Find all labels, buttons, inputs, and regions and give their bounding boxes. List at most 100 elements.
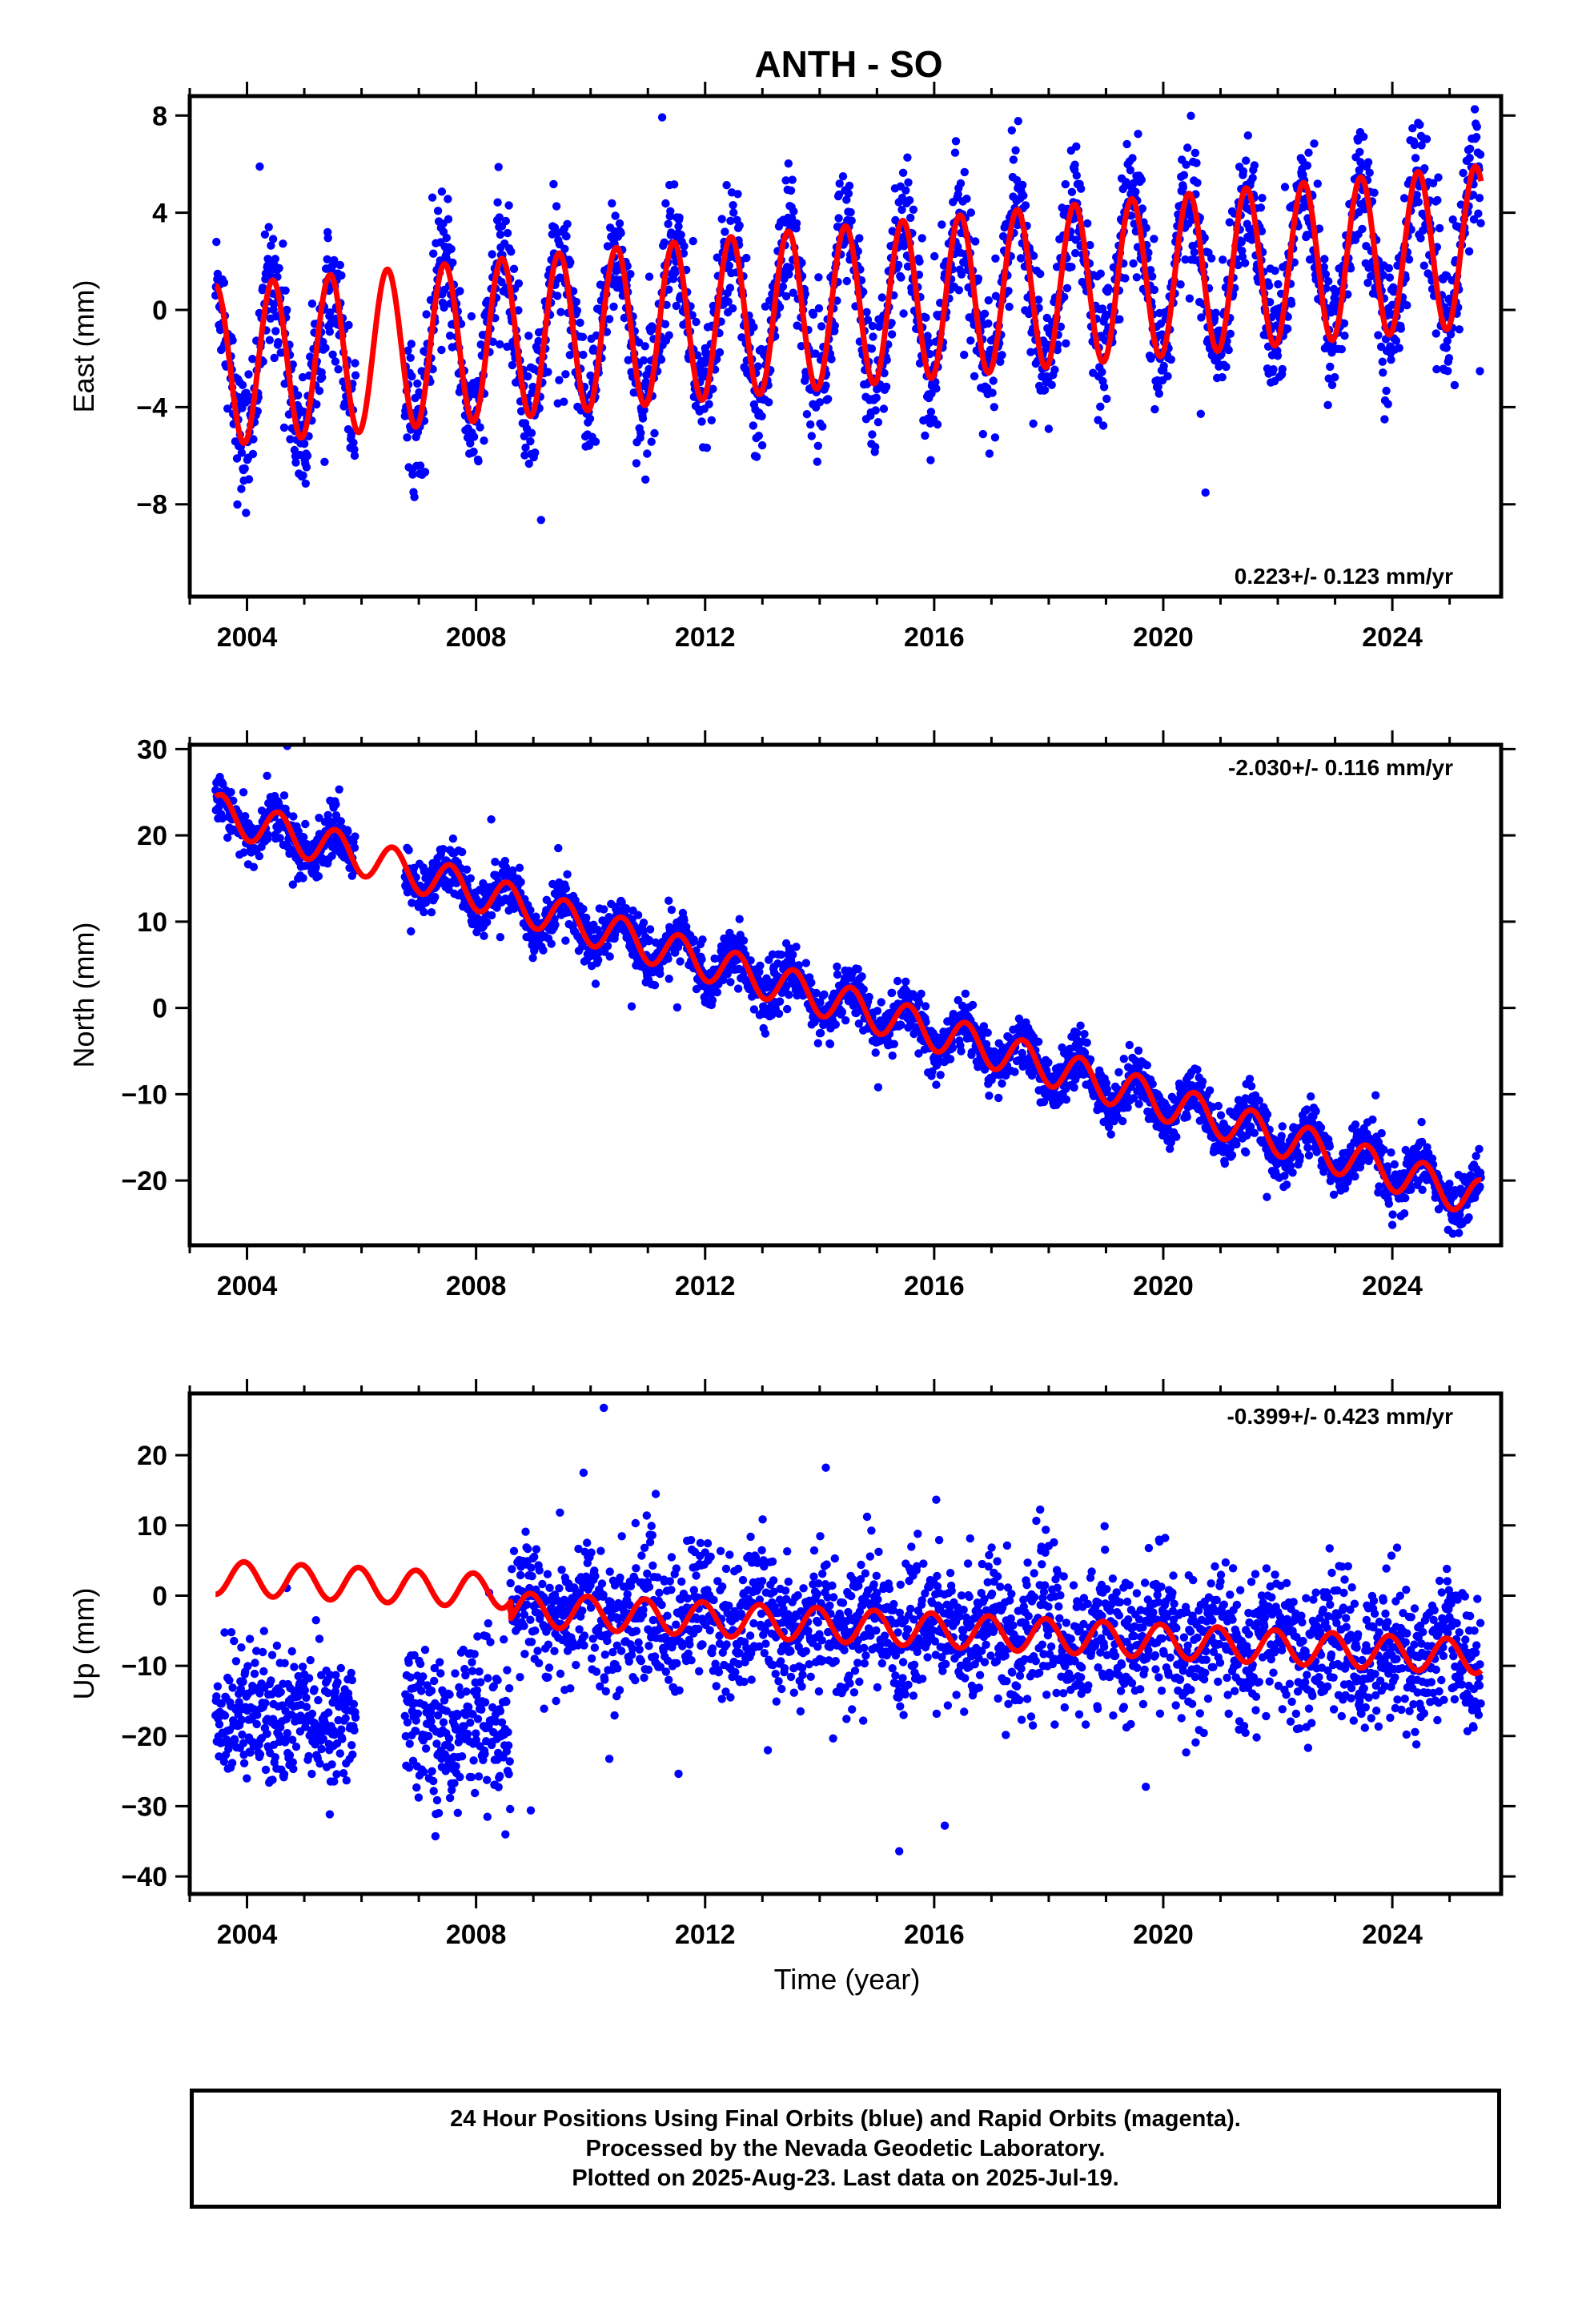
data-point-262: [323, 810, 332, 819]
data-point-529: [487, 911, 496, 920]
data-point-644: [536, 516, 545, 525]
data-point-2605: [1379, 271, 1388, 279]
data-point-1461: [887, 988, 897, 998]
data-point-212: [302, 463, 311, 472]
data-point-924: [656, 355, 666, 364]
data-point-343: [408, 372, 416, 381]
data-point-471: [462, 865, 472, 875]
data-point-876: [636, 428, 645, 437]
data-point-619: [526, 436, 535, 446]
data-point-137: [270, 353, 279, 363]
data-point-921: [656, 969, 665, 979]
data-point-1538: [921, 431, 930, 440]
data-point-28: [223, 404, 232, 413]
data-point-2349: [1269, 365, 1278, 374]
data-point-1695: [988, 388, 997, 397]
data-point-2035: [1134, 1046, 1143, 1055]
data-point-712: [566, 258, 575, 267]
data-point-530: [488, 250, 496, 259]
data-point-1402: [862, 308, 871, 316]
data-point-2452: [1313, 179, 1323, 188]
data-point-349: [410, 493, 419, 501]
data-point-2755: [1443, 367, 1452, 376]
data-point-2529: [1346, 264, 1355, 273]
data-point-2157: [1186, 111, 1195, 120]
data-point-1484: [897, 205, 906, 215]
data-point-288: [335, 785, 343, 794]
data-point-1630: [960, 167, 970, 177]
data-point-2522: [1343, 290, 1352, 299]
data-point-310: [344, 320, 353, 330]
data-point-1767: [1019, 191, 1028, 200]
data-point-562: [501, 216, 510, 226]
data-point-482: [467, 312, 476, 321]
data-point-1900: [1076, 1021, 1085, 1030]
data-point-2706: [1422, 135, 1431, 143]
data-point-293: [337, 271, 346, 280]
data-point-2249: [1226, 329, 1235, 338]
data-point-2829: [1475, 194, 1484, 203]
data-point-1677: [980, 309, 990, 318]
data-point-1802: [1034, 1037, 1043, 1047]
data-point-1337: [834, 214, 843, 223]
data-point-1493: [901, 186, 910, 195]
data-point-1149: [753, 362, 762, 371]
data-point-1229: [788, 175, 797, 184]
data-point-1289: [813, 441, 822, 450]
data-point-1273: [807, 978, 816, 987]
data-point-1955: [1099, 383, 1109, 392]
data-point-139: [271, 255, 279, 263]
data-point-254: [320, 457, 329, 466]
data-point-1726: [1002, 219, 1010, 229]
data-point-345: [408, 470, 417, 479]
data-point-40: [228, 336, 237, 345]
data-point-487: [469, 447, 478, 456]
data-point-1891: [1072, 171, 1082, 180]
data-point-686: [555, 376, 564, 384]
data-point-1867: [1062, 1095, 1071, 1104]
data-point-1964: [1103, 283, 1113, 292]
data-point-1623: [957, 270, 966, 279]
data-point-701: [561, 936, 570, 945]
data-point-1460: [887, 319, 896, 328]
data-point-817: [611, 211, 620, 220]
data-point-1103: [733, 984, 743, 993]
data-point-1232: [789, 207, 798, 216]
data-point-759: [586, 371, 595, 380]
data-point-1367: [847, 216, 856, 225]
data-point-790: [600, 905, 608, 914]
data-point-235: [312, 400, 321, 409]
data-point-2623: [1387, 356, 1395, 364]
data-point-1998: [1118, 1116, 1127, 1126]
data-point-883: [639, 919, 648, 927]
data-point-203: [298, 372, 307, 382]
data-point-2267: [1234, 260, 1243, 270]
y-axis-label: East (mm): [67, 280, 100, 413]
data-point-1158: [757, 412, 766, 420]
data-point-954: [669, 180, 679, 189]
data-point-2515: [1340, 332, 1349, 340]
data-point-1417: [869, 332, 877, 341]
data-point-2604: [1379, 368, 1387, 377]
data-point-1231: [789, 288, 797, 297]
data-point-2832: [1476, 219, 1485, 227]
data-point-1102: [733, 190, 742, 199]
data-point-276: [330, 255, 339, 265]
data-point-699: [560, 244, 569, 253]
data-point-2431: [1304, 148, 1313, 157]
data-point-2559: [1359, 132, 1368, 141]
data-point-88: [249, 435, 258, 444]
data-point-1295: [816, 1028, 825, 1038]
data-point-1684: [983, 1028, 992, 1037]
data-point-799: [603, 942, 612, 951]
data-point-528: [487, 815, 496, 824]
data-point-2290: [1243, 131, 1253, 140]
data-point-680: [552, 202, 561, 211]
data-point-1226: [786, 186, 796, 195]
data-point-412: [437, 345, 446, 355]
data-point-2323: [1258, 194, 1267, 203]
data-point-1525: [915, 257, 924, 266]
data-point-110: [259, 283, 267, 292]
data-point-181: [289, 812, 298, 821]
data-point-2391: [1287, 300, 1296, 308]
